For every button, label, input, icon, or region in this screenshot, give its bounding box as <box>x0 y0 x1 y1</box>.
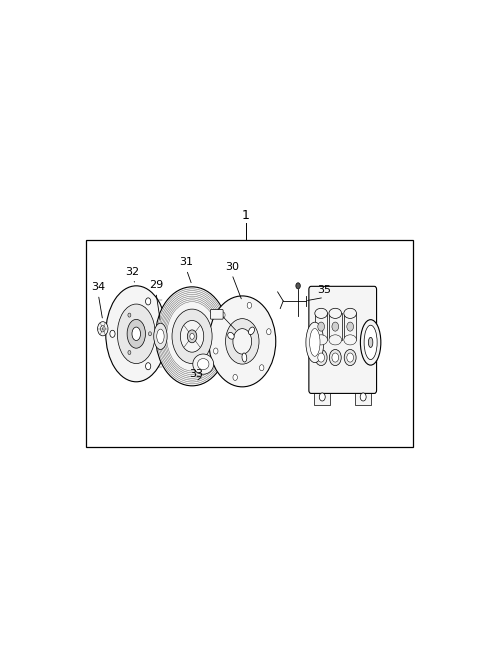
Circle shape <box>97 321 108 336</box>
Ellipse shape <box>306 322 324 363</box>
Circle shape <box>332 353 338 362</box>
Text: 33: 33 <box>189 369 203 379</box>
Circle shape <box>148 332 152 336</box>
Circle shape <box>360 393 366 401</box>
Ellipse shape <box>329 335 342 345</box>
Ellipse shape <box>364 325 377 359</box>
Ellipse shape <box>127 319 145 348</box>
Text: 30: 30 <box>225 262 239 272</box>
Text: 31: 31 <box>180 257 193 267</box>
Circle shape <box>247 302 252 308</box>
FancyBboxPatch shape <box>309 286 377 394</box>
Ellipse shape <box>344 308 357 318</box>
Circle shape <box>110 330 115 337</box>
Ellipse shape <box>132 327 141 340</box>
Ellipse shape <box>106 286 167 382</box>
Circle shape <box>187 330 197 343</box>
Circle shape <box>156 287 228 386</box>
Circle shape <box>221 312 225 318</box>
Bar <box>314 390 330 405</box>
Circle shape <box>180 321 204 352</box>
Circle shape <box>128 350 131 354</box>
Ellipse shape <box>193 354 214 374</box>
Circle shape <box>190 333 194 339</box>
Ellipse shape <box>117 304 155 363</box>
Ellipse shape <box>329 308 342 318</box>
Circle shape <box>344 350 356 365</box>
Ellipse shape <box>157 329 164 344</box>
Ellipse shape <box>344 335 357 345</box>
Ellipse shape <box>226 319 259 364</box>
Ellipse shape <box>197 359 209 370</box>
Text: 29: 29 <box>149 280 163 290</box>
Circle shape <box>347 353 353 362</box>
Circle shape <box>260 365 264 371</box>
Bar <box>355 390 372 405</box>
Ellipse shape <box>315 308 327 318</box>
Circle shape <box>214 348 218 354</box>
Circle shape <box>233 375 238 380</box>
Ellipse shape <box>360 319 381 365</box>
Circle shape <box>318 353 324 362</box>
Text: 32: 32 <box>125 267 140 277</box>
Circle shape <box>145 298 151 305</box>
Circle shape <box>145 363 151 370</box>
Ellipse shape <box>249 327 254 335</box>
Bar <box>344 314 357 340</box>
Circle shape <box>318 322 324 331</box>
Text: 1: 1 <box>242 209 250 222</box>
Bar <box>315 314 327 340</box>
Circle shape <box>315 350 327 365</box>
Bar <box>86 240 413 447</box>
Circle shape <box>319 393 325 401</box>
Circle shape <box>329 350 341 365</box>
Bar <box>329 314 342 340</box>
Ellipse shape <box>242 353 247 362</box>
Circle shape <box>296 283 300 289</box>
Circle shape <box>172 309 212 363</box>
Circle shape <box>266 329 271 335</box>
Ellipse shape <box>310 329 320 356</box>
Ellipse shape <box>315 335 327 345</box>
Ellipse shape <box>368 337 373 348</box>
Ellipse shape <box>233 329 252 354</box>
Text: 35: 35 <box>317 285 331 295</box>
FancyBboxPatch shape <box>210 310 223 319</box>
Circle shape <box>128 313 131 317</box>
Text: 34: 34 <box>91 282 106 292</box>
Circle shape <box>347 322 353 331</box>
Circle shape <box>332 322 338 331</box>
Ellipse shape <box>228 333 234 339</box>
Ellipse shape <box>154 323 167 350</box>
Circle shape <box>100 325 105 332</box>
Ellipse shape <box>209 296 276 387</box>
